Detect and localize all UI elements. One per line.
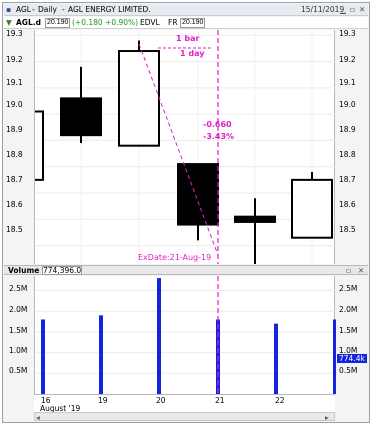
minimize-icon[interactable]: ▁ (340, 5, 346, 14)
fr-tag: FR (168, 18, 178, 27)
right-volume-tick: 2.0M (339, 305, 358, 314)
candle-body[interactable] (2, 110, 44, 181)
left-price-tick: 19.0 (6, 100, 23, 109)
left-price-tick: 19.3 (6, 29, 23, 38)
fr-value: 20.190 (180, 18, 206, 28)
candle-body[interactable] (60, 97, 102, 137)
right-volume-tick: 1.5M (339, 326, 358, 335)
last-price: 20.190 (45, 18, 71, 28)
bar-day-line-2: 1 day (180, 49, 205, 58)
date-tick: 22 (275, 396, 285, 405)
volume-bar[interactable] (99, 315, 103, 394)
price-change: (+0.180 +0.90%) (72, 18, 139, 27)
candle-body[interactable] (234, 215, 276, 223)
change-pct-annotation: -3.43% (203, 132, 234, 141)
right-price-tick: 19.0 (339, 100, 356, 109)
left-price-tick: 18.5 (6, 225, 23, 234)
left-volume-tick: 1.0M (9, 346, 28, 355)
left-price-tick: 19.2 (6, 55, 23, 64)
candle-body[interactable] (291, 178, 333, 239)
trend-line (138, 43, 219, 256)
right-price-tick: 19.3 (339, 29, 356, 38)
volume-bar[interactable] (274, 323, 278, 394)
title-separator-2: - (62, 5, 65, 14)
edvl-tag: EDVL (140, 18, 160, 27)
left-price-tick: 18.6 (6, 200, 23, 209)
company-name: AGL ENERGY LIMITED. (68, 5, 151, 14)
chart-date: 15/11/2019 (301, 5, 345, 14)
volume-bar[interactable] (157, 278, 161, 394)
date-tick: 19 (98, 396, 108, 405)
scroll-right-icon[interactable]: ▸ (325, 413, 329, 422)
volume-header: Volume 774,396.0 ▫ ✕ (4, 265, 368, 275)
symbol-info-bar: ▼ AGL.d 20.190 (+0.180 +0.90%) EDVL FR 2… (4, 17, 368, 29)
left-volume-tick: 1.5M (9, 326, 28, 335)
left-price-tick: 19.1 (6, 78, 23, 87)
date-tick: 20 (156, 396, 166, 405)
right-price-tick: 18.9 (339, 125, 356, 134)
price-chart-panel[interactable]: 1 bar 1 day -0.660 -3.43% ExDate:21-Aug-… (2, 30, 374, 270)
change-abs-annotation: -0.660 (203, 120, 232, 129)
panel-close-icon[interactable]: ✕ (358, 266, 365, 275)
candle-body[interactable] (118, 50, 160, 147)
restore-icon[interactable]: ▫ (350, 5, 356, 14)
scroll-left-icon[interactable]: ◂ (36, 413, 40, 422)
panel-restore-icon[interactable]: ▫ (346, 266, 352, 275)
right-price-tick: 18.8 (339, 150, 356, 159)
right-volume-tick: 1.0M (339, 346, 358, 355)
period-label: Daily (38, 5, 57, 14)
left-volume-tick: 0.5M (9, 366, 28, 375)
date-axis: 16 19 20 21 22 August '19 (34, 394, 335, 413)
title-separator: - (32, 5, 35, 14)
right-price-tick: 18.6 (339, 200, 356, 209)
right-price-tick: 18.7 (339, 175, 356, 184)
horizontal-scrollbar[interactable]: ◂ ▸ (34, 412, 335, 422)
right-price-tick: 19.1 (339, 78, 356, 87)
left-volume-tick: 2.5M (9, 284, 28, 293)
month-label: August '19 (40, 404, 81, 413)
date-tick: 16 (41, 396, 51, 405)
expand-icon[interactable]: ▼ (6, 18, 12, 27)
volume-value: 774,396.0 (42, 266, 83, 275)
symbol-label: AGL (16, 5, 31, 14)
volume-bar[interactable] (333, 319, 337, 394)
right-price-tick: 18.5 (339, 225, 356, 234)
close-icon[interactable]: ✕ (359, 5, 366, 14)
right-volume-tick: 0.5M (339, 366, 358, 375)
candle-body[interactable] (177, 163, 219, 226)
ticker-label[interactable]: AGL.d (16, 18, 41, 27)
current-volume-badge: 774.4k (337, 354, 367, 363)
chart-title-bar: ▪ AGL - Daily - AGL ENERGY LIMITED. 15/1… (4, 4, 368, 16)
exdate-annotation: ExDate:21-Aug-19 (138, 253, 211, 262)
volume-chart-panel[interactable] (34, 276, 337, 394)
date-tick: 21 (215, 396, 225, 405)
right-price-tick: 19.2 (339, 55, 356, 64)
volume-title: Volume (8, 266, 40, 275)
left-price-tick: 18.7 (6, 175, 23, 184)
right-volume-tick: 2.5M (339, 284, 358, 293)
volume-bar[interactable] (41, 319, 45, 394)
price-chart-svg: 1 bar 1 day -0.660 -3.43% ExDate:21-Aug-… (2, 30, 374, 270)
left-price-tick: 18.9 (6, 125, 23, 134)
left-volume-tick: 2.0M (9, 305, 28, 314)
left-price-tick: 18.8 (6, 150, 23, 159)
chart-menu-icon[interactable]: ▪ (6, 5, 12, 14)
bar-day-line-1: 1 bar (176, 34, 199, 43)
volume-chart-svg (35, 276, 337, 394)
